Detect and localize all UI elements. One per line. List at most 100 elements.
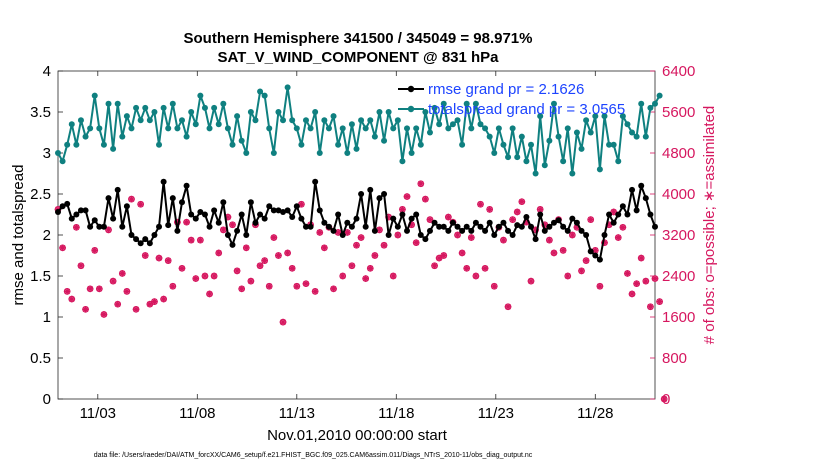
totalspread-marker (358, 117, 365, 124)
rmse-marker (289, 213, 296, 220)
totalspread-marker (583, 117, 590, 124)
totalspread-marker (564, 125, 571, 132)
totalspread-marker (459, 141, 466, 148)
rmse-marker (417, 232, 424, 238)
rmse-marker (436, 223, 443, 230)
assimilated-marker (137, 200, 144, 208)
rmse-marker (592, 252, 599, 259)
totalspread-marker (252, 117, 259, 124)
totalspread-marker (367, 117, 374, 124)
totalspread-marker (394, 117, 401, 124)
totalspread-marker (592, 113, 599, 120)
rmse-marker (532, 236, 539, 243)
rmse-marker (404, 227, 411, 234)
assimilated-marker (408, 221, 415, 229)
totalspread-marker (472, 100, 479, 107)
rmse-marker (606, 211, 613, 218)
rmse-marker (555, 217, 562, 224)
totalspread-marker (376, 109, 383, 115)
rmse-marker (569, 215, 576, 222)
assimilated-marker (238, 285, 245, 293)
assimilated-marker (357, 234, 365, 241)
rmse-marker (110, 215, 117, 222)
rmse-marker (344, 219, 351, 226)
totalspread-line (57, 86, 661, 175)
totalspread-marker (178, 117, 185, 124)
assimilated-marker (279, 318, 287, 326)
totalspread-marker (555, 133, 562, 140)
assimilated-marker (394, 231, 402, 239)
assimilated-marker (160, 295, 167, 303)
totalspread-series (55, 84, 663, 177)
totalspread-marker (652, 100, 658, 107)
assimilated-marker (656, 298, 663, 305)
rmse-marker (528, 223, 535, 230)
rmse-marker (169, 195, 176, 202)
assimilated-marker (523, 218, 530, 226)
totalspread-marker (156, 141, 163, 148)
totalspread-marker (312, 109, 319, 115)
rmse-marker (601, 232, 608, 238)
assimilated-marker (380, 241, 388, 249)
assimilated-marker (647, 303, 654, 311)
totalspread-marker (436, 121, 443, 128)
assimilated-marker (298, 200, 305, 208)
rmse-marker (77, 207, 84, 214)
totalspread-marker (422, 109, 429, 115)
assimilated-marker (256, 262, 264, 270)
totalspread-marker (289, 117, 296, 124)
totalspread-marker (165, 125, 172, 132)
totalspread-marker (151, 109, 158, 115)
rmse-marker (537, 211, 544, 218)
legend-rmse-marker (407, 85, 415, 93)
totalspread-marker (284, 84, 291, 91)
assimilated-marker (114, 300, 121, 308)
assimilated-marker (633, 280, 640, 287)
assimilated-marker (132, 306, 140, 313)
totalspread-marker (587, 129, 594, 136)
totalspread-marker (73, 141, 80, 148)
assimilated-marker (105, 226, 112, 234)
assimilated-marker (151, 298, 158, 305)
totalspread-marker (596, 166, 603, 173)
totalspread-marker (569, 170, 576, 177)
assimilated-marker (468, 234, 475, 241)
rmse-marker (238, 211, 245, 218)
assimilated-marker (206, 290, 213, 298)
assimilated-marker (118, 270, 126, 277)
assimilated-marker (339, 272, 347, 280)
totalspread-marker (100, 141, 107, 148)
assimilated-marker (376, 226, 383, 234)
totalspread-marker (426, 129, 433, 136)
rmse-marker (408, 215, 415, 222)
plot-area (57, 70, 656, 400)
assimilated-marker (77, 262, 85, 270)
rmse-marker (114, 186, 121, 193)
totalspread-marker (353, 145, 360, 152)
assimilated-marker (334, 229, 342, 236)
assimilated-marker (366, 265, 374, 272)
x-axis-label: Nov.01,2010 00:00:00 start (267, 427, 448, 444)
assimilated-marker (201, 272, 209, 280)
totalspread-marker (528, 141, 535, 148)
rmse-marker (523, 213, 530, 220)
totalspread-marker (229, 141, 236, 148)
totalspread-marker (261, 92, 268, 99)
totalspread-marker (560, 158, 567, 165)
totalspread-marker (192, 121, 199, 128)
assimilated-marker (178, 265, 186, 272)
y-right-tick-label: 6400 (662, 63, 695, 80)
rmse-marker (146, 240, 153, 247)
rmse-marker (376, 195, 383, 202)
rmse-marker (615, 211, 622, 218)
rmse-marker (293, 203, 300, 210)
rmse-marker (495, 223, 502, 230)
y-right-tick-label: 4800 (662, 145, 695, 162)
data-file-note: data file: /Users/raeder/DAI/ATM_forcXX/… (94, 452, 533, 459)
assimilated-marker (100, 311, 108, 318)
rmse-marker (312, 178, 319, 185)
totalspread-marker (619, 113, 626, 120)
rmse-marker (371, 227, 378, 234)
totalspread-marker (123, 113, 130, 120)
